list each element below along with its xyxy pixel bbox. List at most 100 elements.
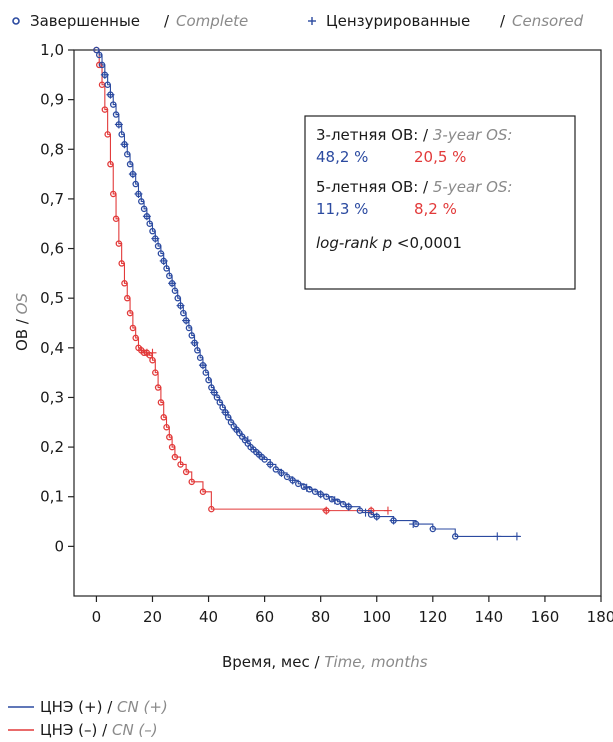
censor-mark-cn-pos — [176, 301, 185, 310]
y-tick-label: 0,2 — [40, 438, 64, 456]
censor-mark-cn-pos — [389, 516, 398, 525]
event-point-cn-neg — [166, 433, 173, 441]
y-tick-label: 0,4 — [40, 339, 64, 357]
y-axis-label: ОВ / OS — [13, 293, 31, 352]
legend-complete-ru: Завершенные — [30, 12, 140, 30]
event-point-cn-pos — [205, 376, 212, 384]
event-point-cn-neg — [132, 334, 139, 342]
event-point-cn-pos — [174, 294, 181, 302]
annotation-5y-pos: 11,3 % — [316, 200, 368, 218]
censor-mark-cn-neg — [137, 346, 146, 355]
censor-mark-cn-pos — [372, 512, 381, 521]
event-point-cn-neg — [208, 505, 215, 513]
censor-mark-cn-pos — [106, 90, 115, 99]
event-point-cn-pos — [451, 533, 459, 540]
censor-mark-cn-pos — [512, 532, 521, 541]
series-cn-pos — [93, 46, 521, 541]
event-point-cn-pos — [219, 404, 226, 411]
event-point-cn-neg — [168, 443, 176, 451]
event-point-cn-neg — [115, 240, 123, 247]
censor-mark-cn-pos — [302, 483, 311, 492]
censor-mark-cn-pos — [159, 256, 168, 265]
censor-mark-cn-pos — [277, 468, 286, 477]
x-tick-label: 60 — [255, 608, 274, 626]
event-point-cn-pos — [339, 500, 347, 508]
annotation-3y-pos: 48,2 % — [316, 148, 368, 166]
event-point-cn-pos — [213, 394, 221, 401]
censor-mark-cn-pos — [114, 120, 123, 129]
censor-mark-cn-pos — [182, 316, 191, 325]
censor-mark-cn-pos — [221, 408, 230, 417]
event-point-cn-neg — [188, 478, 195, 486]
censor-mark-cn-pos — [232, 425, 241, 434]
survival-curves — [93, 46, 521, 541]
censor-mark-cn-pos — [361, 508, 370, 517]
event-point-cn-pos — [132, 180, 139, 188]
x-tick-label: 140 — [475, 608, 504, 626]
event-point-cn-neg — [154, 384, 162, 391]
event-point-cn-pos — [138, 198, 145, 205]
event-point-cn-neg — [182, 468, 190, 476]
event-point-cn-neg — [152, 369, 159, 376]
event-point-cn-pos — [112, 111, 120, 118]
legend-top: Завершенные / Complete Цензурированные /… — [12, 12, 584, 30]
censor-mark-cn-pos — [316, 490, 325, 499]
annotation-3y-ru: 3-летняя ОВ: / 3-year OS: — [316, 126, 512, 144]
event-point-cn-neg — [163, 423, 170, 431]
event-point-cn-pos — [124, 150, 131, 158]
legend-neg-label: ЦНЭ (–) / CN (–) — [40, 721, 158, 739]
y-tick-label: 0,5 — [40, 289, 64, 307]
event-point-cn-pos — [261, 456, 268, 463]
event-point-cn-pos — [356, 507, 364, 514]
annotation-5y-neg: 8,2 % — [414, 200, 457, 218]
censor-mark-cn-pos — [330, 496, 339, 505]
x-tick-label: 0 — [92, 608, 102, 626]
censor-mark-cn-pos — [493, 532, 502, 541]
event-point-cn-pos — [104, 81, 111, 88]
censor-mark-cn-pos — [266, 460, 275, 469]
event-point-cn-pos — [154, 242, 162, 250]
x-tick-label: 160 — [531, 608, 560, 626]
event-point-cn-pos — [185, 324, 193, 332]
censor-mark-cn-pos — [151, 234, 160, 243]
event-point-cn-pos — [202, 369, 209, 376]
event-point-cn-pos — [157, 250, 165, 257]
legend-pos-label: ЦНЭ (+) / CN (+) — [40, 698, 168, 716]
event-point-cn-neg — [129, 324, 137, 332]
x-tick-label: 120 — [418, 608, 447, 626]
legend-complete-en: Complete — [176, 12, 248, 30]
x-tick-label: 180 — [587, 608, 613, 626]
x-tick-label: 40 — [199, 608, 218, 626]
x-tick-label: 80 — [311, 608, 330, 626]
censor-mark-cn-neg — [383, 506, 392, 515]
censor-mark-cn-pos — [288, 476, 297, 485]
y-tick-label: 0,6 — [40, 240, 64, 258]
legend-censored-ru: Цензурированные — [326, 12, 470, 30]
event-point-cn-pos — [196, 354, 204, 361]
censored-marker-icon — [308, 17, 316, 25]
y-tick-label: 0,9 — [40, 91, 64, 109]
censor-mark-cn-pos — [168, 279, 177, 288]
event-point-cn-pos — [216, 399, 224, 406]
annotation-box: 3-летняя ОВ: / 3-year OS: 48,2 % 20,5 % … — [304, 115, 576, 290]
event-point-cn-pos — [140, 205, 148, 213]
censor-mark-cn-pos — [409, 520, 418, 529]
censor-mark-cn-pos — [128, 170, 137, 179]
event-point-cn-neg — [126, 309, 134, 317]
event-point-cn-neg — [171, 453, 179, 461]
x-tick-label: 20 — [143, 608, 162, 626]
event-point-cn-pos — [224, 414, 232, 421]
censor-mark-cn-pos — [190, 338, 199, 347]
event-point-cn-neg — [149, 356, 156, 364]
event-point-cn-pos — [272, 466, 280, 473]
censor-mark-cn-pos — [134, 189, 143, 198]
censor-mark-cn-pos — [210, 388, 219, 397]
y-tick-label: 0,7 — [40, 190, 64, 208]
x-axis-ticks: 0 20 40 60 80 100 120 140 160 180 — [92, 596, 613, 626]
event-point-cn-neg — [157, 399, 165, 406]
censor-mark-cn-neg — [148, 348, 157, 357]
event-point-cn-pos — [166, 272, 173, 280]
event-point-cn-pos — [188, 332, 195, 339]
event-point-cn-pos — [163, 265, 170, 272]
y-tick-label: 1,0 — [40, 41, 64, 59]
